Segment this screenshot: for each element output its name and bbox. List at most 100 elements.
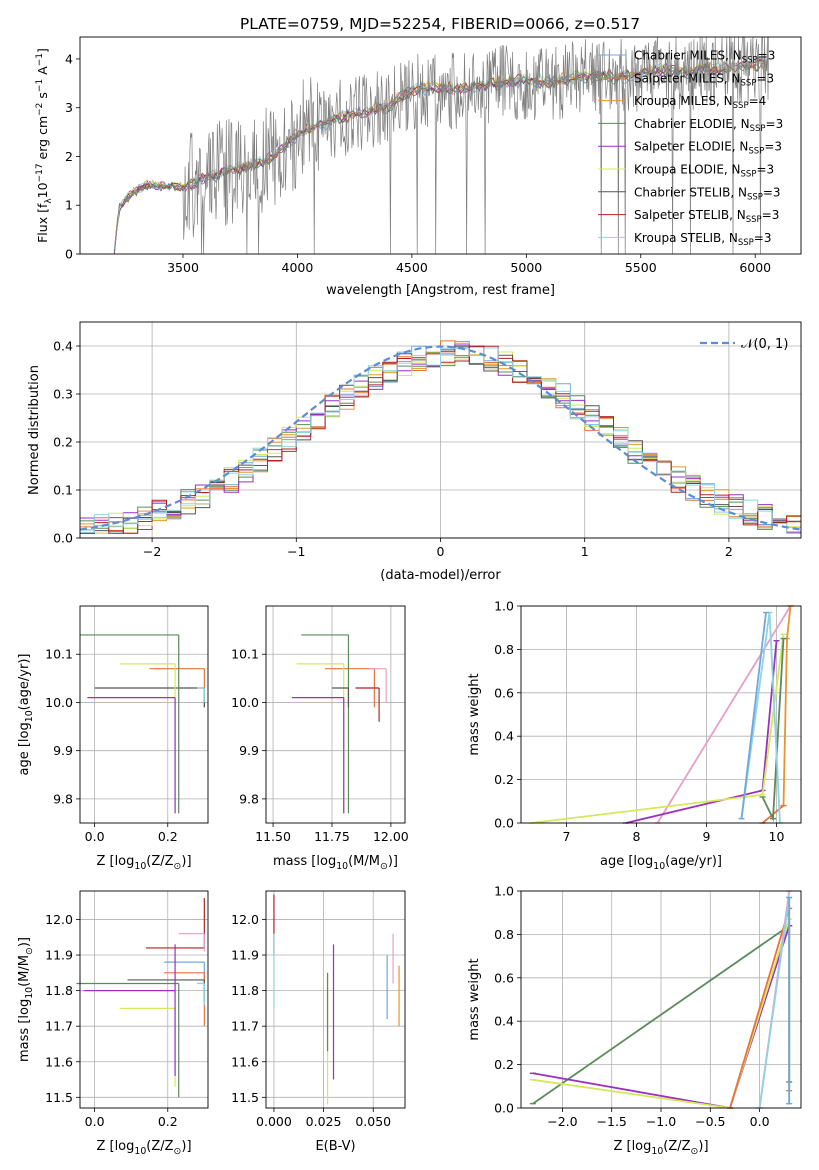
x-tick-label: 2 xyxy=(725,544,733,559)
observed-spectrum-line xyxy=(113,36,770,255)
y-tick-label: 0.3 xyxy=(53,387,73,402)
y-tick-label: 0.0 xyxy=(494,1101,514,1116)
x-tick-label: −0.5 xyxy=(695,1114,725,1129)
xlabel-label: E(B-V) xyxy=(315,1139,355,1154)
legend-label: Salpeter STELIB, NSSP=3 xyxy=(634,208,779,225)
x-tick-label: 0.050 xyxy=(355,1114,391,1129)
axes-frame xyxy=(79,890,209,1109)
y-tick-label: 11.6 xyxy=(45,1054,73,1069)
legend-label: 𝒩(0, 1) xyxy=(741,337,788,352)
y-tick-label: 10.1 xyxy=(45,647,73,662)
axes-frame xyxy=(265,890,406,1109)
panel-spectrum: 3500 4000 4500 5000 5500 6000 0 1 2 3 4 wavelength … xyxy=(35,36,802,298)
x-tick-label: 0.0 xyxy=(750,1114,770,1129)
x-tick-label: 0.025 xyxy=(306,1114,342,1129)
x-tick-label: 8 xyxy=(633,829,641,844)
x-tick-label: 4000 xyxy=(282,260,314,275)
x-tick-label: 10 xyxy=(769,829,785,844)
x-tick-label: −1 xyxy=(287,544,305,559)
x-tick-label: −2 xyxy=(143,544,161,559)
y-axis-label: mass weight xyxy=(467,673,482,755)
y-tick-label: 1.0 xyxy=(494,599,514,614)
x-tick-label: 11.50 xyxy=(255,829,291,844)
x-tick-label: −1.0 xyxy=(646,1114,676,1129)
axes-frame xyxy=(79,605,209,824)
x-tick-label: 9 xyxy=(703,829,711,844)
x-tick-label: 0 xyxy=(437,544,445,559)
legend-label: Kroupa ELODIE, NSSP=3 xyxy=(634,163,774,180)
x-tick-label: 7 xyxy=(563,829,571,844)
x-tick-label: 0.000 xyxy=(256,1114,292,1129)
y-tick-label: 0.2 xyxy=(494,1057,514,1072)
y-tick-label: 11.8 xyxy=(45,983,73,998)
y-tick-label: 11.7 xyxy=(231,1019,259,1034)
xlabel-label: Z [log10(Z/Z⊙)] xyxy=(96,1139,191,1157)
y-tick-label: 0.2 xyxy=(494,772,514,787)
panel-weight-vs-age: 7 8 9 10 0.0 0.2 0.4 0.6 0.8 1.0 age [log10(age/yr… xyxy=(467,599,802,872)
y-tick-label: 0.1 xyxy=(53,483,73,498)
ylabel-label: age [log10(age/yr)] xyxy=(17,654,35,776)
y-axis-label: mass weight xyxy=(467,958,482,1040)
axes-frame xyxy=(265,605,406,824)
y-tick-label: 3 xyxy=(65,100,73,115)
x-tick-label: 11.75 xyxy=(314,829,350,844)
y-tick-label: 10.0 xyxy=(231,695,259,710)
panel-age-vs-z: 0.0 0.2 9.8 9.9 10.0 10.1 Z [log10(Z/Z⊙)] age [… xyxy=(17,605,209,872)
y-tick-label: 0.8 xyxy=(494,927,514,942)
x-tick-label: 5000 xyxy=(510,260,542,275)
normal-curve xyxy=(79,345,802,531)
y-tick-label: 10.1 xyxy=(231,647,259,662)
y-tick-label: 11.9 xyxy=(231,948,259,963)
weight-series-line xyxy=(782,605,792,806)
y-tick-label: 12.0 xyxy=(231,912,259,927)
y-tick-label: 0.4 xyxy=(53,339,73,354)
ylabel-label: mass [log10(M/M⊙)] xyxy=(17,937,35,1062)
y-tick-label: 11.7 xyxy=(45,1019,73,1034)
xlabel-label: wavelength [Angstrom, rest frame] xyxy=(326,283,555,298)
y-tick-label: 9.9 xyxy=(239,743,259,758)
figure-title: PLATE=0759, MJD=52254, FIBERID=0066, z=0… xyxy=(240,15,640,33)
y-tick-label: 10.0 xyxy=(45,695,73,710)
y-tick-label: 0 xyxy=(65,247,73,262)
x-tick-label: 12.00 xyxy=(373,829,409,844)
ylabel-label: Flux [fλ10−17 erg cm−2 s−1 A−1] xyxy=(35,48,54,243)
y-axis-label: Normed distribution xyxy=(27,365,42,495)
panel-residuals: −2 −1 0 1 2 0.0 0.1 0.2 0.3 0.4 𝒩(0, 1) (data-model… xyxy=(27,321,802,583)
legend-label: Kroupa STELIB, NSSP=3 xyxy=(634,231,772,248)
y-tick-label: 1.0 xyxy=(494,884,514,899)
y-tick-label: 0.0 xyxy=(53,531,73,546)
y-tick-label: 11.8 xyxy=(231,983,259,998)
axes-frame xyxy=(520,890,802,1109)
legend-label: Salpeter MILES, NSSP=3 xyxy=(634,71,774,88)
y-tick-label: 9.8 xyxy=(53,791,73,806)
panel-age-vs-mass: 11.50 11.75 12.00 9.8 9.9 10.0 10.1 mass [log10… xyxy=(231,605,409,872)
y-tick-label: 12.0 xyxy=(45,912,73,927)
x-tick-label: 0.2 xyxy=(158,1114,178,1129)
y-tick-label: 11.5 xyxy=(231,1090,259,1105)
x-tick-label: 3500 xyxy=(167,260,199,275)
legend-label: Salpeter ELODIE, NSSP=3 xyxy=(634,140,782,157)
y-tick-label: 2 xyxy=(65,149,73,164)
legend-label: Kroupa MILES, NSSP=4 xyxy=(634,94,766,111)
y-tick-label: 0.0 xyxy=(494,816,514,831)
y-tick-label: 1 xyxy=(65,198,73,213)
x-tick-label: 0.0 xyxy=(85,829,105,844)
axes-frame xyxy=(520,605,802,824)
weight-series-line xyxy=(656,605,792,824)
x-axis-label: (data-model)/error xyxy=(380,568,501,583)
legend-label: Chabrier STELIB, NSSP=3 xyxy=(634,185,781,202)
axes-frame xyxy=(79,36,802,255)
y-tick-label: 11.6 xyxy=(231,1054,259,1069)
panel-mass-vs-ebv: 0.000 0.025 0.050 11.5 11.6 11.7 11.8 11.9 12.0 E… xyxy=(231,890,406,1154)
y-tick-label: 0.6 xyxy=(494,970,514,985)
legend-label: Chabrier MILES, NSSP=3 xyxy=(634,49,775,66)
y-tick-label: 4 xyxy=(65,51,73,66)
y-tick-label: 11.5 xyxy=(45,1090,73,1105)
weight-series-line xyxy=(740,612,767,819)
x-tick-label: −1.5 xyxy=(597,1114,627,1129)
xlabel-label: mass [log10(M/M⊙)] xyxy=(273,854,398,872)
legend-label: Chabrier ELODIE, NSSP=3 xyxy=(634,117,783,134)
x-tick-label: 0.0 xyxy=(85,1114,105,1129)
panel-mass-vs-z: 0.0 0.2 11.5 11.6 11.7 11.8 11.9 12.0 Z [log10(Z… xyxy=(17,890,209,1157)
